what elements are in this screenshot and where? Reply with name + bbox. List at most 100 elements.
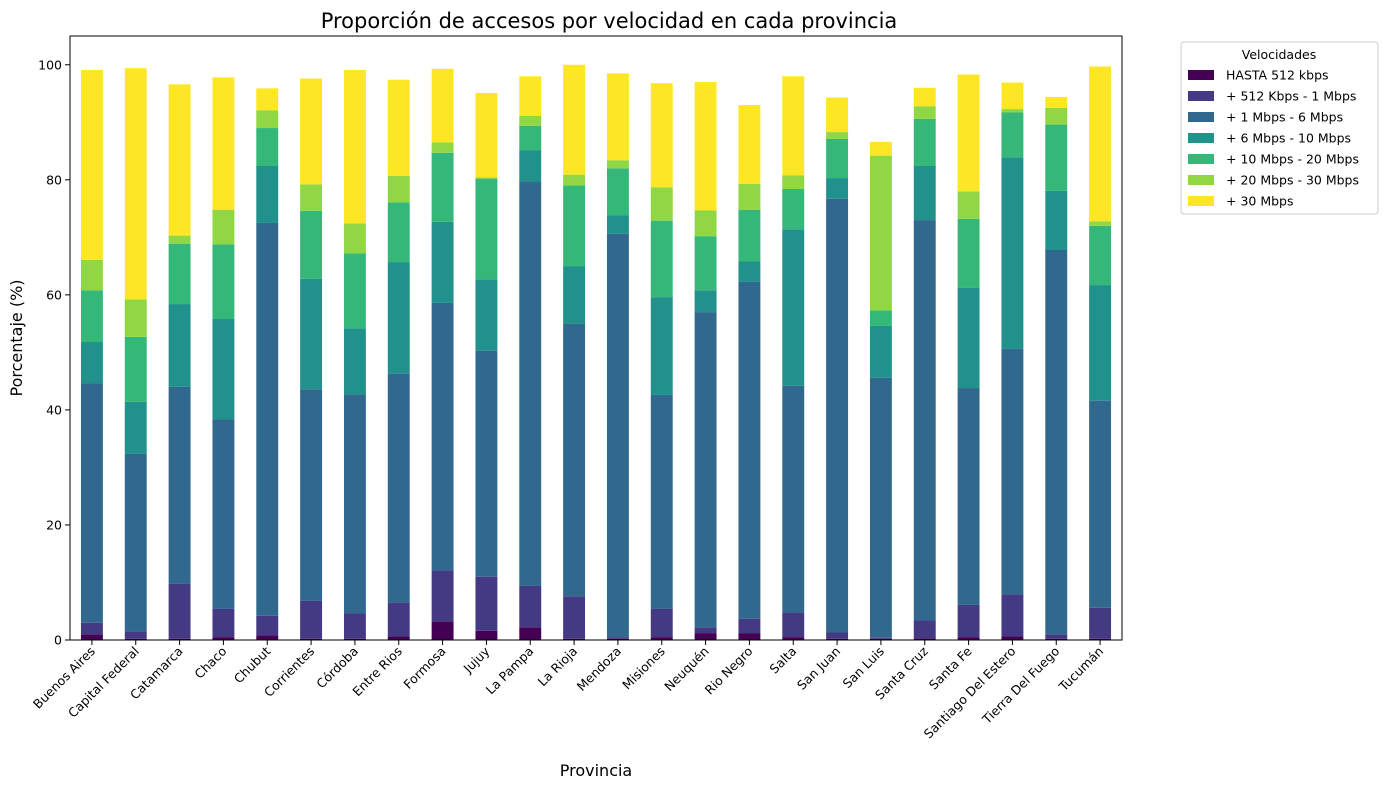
bar-segment: [1089, 638, 1112, 640]
bar-segment: [256, 166, 279, 223]
bar-segment: [606, 160, 629, 169]
bar-segment: [212, 209, 235, 245]
bar-segment: [563, 174, 586, 186]
legend-swatch: [1188, 91, 1214, 101]
bar-segment: [738, 209, 761, 262]
x-tick-label: Tucumán: [1055, 644, 1106, 695]
bar-segment: [913, 220, 936, 621]
bar-segment: [957, 218, 980, 288]
bar-segment: [475, 630, 498, 640]
bar-segment: [300, 389, 323, 601]
bar-segment: [782, 229, 805, 386]
bar-segment: [256, 88, 279, 111]
y-axis-label: Porcentaje (%): [7, 279, 26, 396]
bar-segment: [343, 328, 366, 395]
legend-title: Velocidades: [1242, 47, 1316, 62]
bar-segment: [1089, 66, 1112, 222]
bar-segment: [694, 627, 717, 634]
bar-segment: [124, 631, 147, 639]
bar-segment: [957, 604, 980, 638]
bar-segment: [168, 638, 191, 640]
bar-segment: [782, 385, 805, 613]
bar-segment: [782, 637, 805, 640]
bar-segment: [694, 312, 717, 628]
bar-segment: [1045, 634, 1068, 639]
bar-segment: [869, 325, 892, 378]
bar-segment: [80, 290, 103, 343]
bar-segment: [387, 175, 410, 203]
bar-segment: [869, 310, 892, 326]
bar-segment: [869, 377, 892, 638]
bar-segment: [431, 142, 454, 153]
bar-segment: [300, 210, 323, 279]
bar-segment: [869, 637, 892, 639]
bar-segment: [869, 141, 892, 156]
bar-segment: [519, 150, 542, 182]
bar-segment: [869, 638, 892, 640]
bar-segment: [300, 638, 323, 640]
bar-segment: [300, 78, 323, 185]
bar-segment: [606, 233, 629, 638]
chart-title: Proporción de accesos por velocidad en c…: [321, 9, 898, 33]
bar-segment: [519, 627, 542, 640]
bar-segment: [738, 105, 761, 184]
bar-segment: [168, 386, 191, 584]
bar-segment: [300, 184, 323, 211]
bar-segment: [475, 350, 498, 577]
bar-segment: [1001, 112, 1024, 158]
x-tick-label: Jujuy: [460, 643, 493, 676]
bar-segment: [913, 118, 936, 166]
bar-segment: [168, 235, 191, 244]
bar-segment: [563, 323, 586, 597]
bar-segment: [168, 583, 191, 639]
legend-swatch: [1188, 154, 1214, 164]
bar-segment: [563, 64, 586, 175]
bar-segment: [168, 304, 191, 387]
bar-segment: [387, 202, 410, 263]
bar-segment: [124, 336, 147, 402]
y-tick-label: 100: [38, 57, 62, 72]
bar-segment: [168, 84, 191, 236]
bar-segment: [826, 132, 849, 139]
bar-segment: [826, 178, 849, 199]
legend-swatch: [1188, 112, 1214, 122]
bar-segment: [1001, 157, 1024, 349]
bar-segment: [343, 69, 366, 224]
bar-segment: [694, 210, 717, 237]
bar-segment: [1045, 638, 1068, 640]
bar-segment: [606, 215, 629, 234]
bar-segment: [957, 191, 980, 219]
bar-segment: [343, 223, 366, 254]
bar-segment: [1045, 124, 1068, 191]
x-tick-label: Salta: [766, 644, 799, 677]
bar-segment: [782, 76, 805, 176]
bar-segment: [124, 638, 147, 640]
legend-label: + 512 Kbps - 1 Mbps: [1226, 89, 1356, 104]
bar-segment: [606, 637, 629, 639]
bar-segment: [563, 596, 586, 639]
bar-segment: [431, 221, 454, 303]
bar-segment: [124, 68, 147, 300]
bar-segment: [124, 299, 147, 337]
bar-segment: [431, 302, 454, 571]
x-tick-label: Tierra Del Fuego: [979, 644, 1063, 728]
bar-segment: [387, 79, 410, 176]
bar-segment: [650, 297, 673, 395]
y-tick-label: 40: [46, 402, 62, 417]
bar-segment: [519, 585, 542, 628]
bar-segment: [957, 287, 980, 389]
bar-segment: [913, 638, 936, 640]
bar-segment: [738, 281, 761, 619]
bar-segment: [256, 615, 279, 636]
legend-label: + 6 Mbps - 10 Mbps: [1226, 131, 1351, 146]
bar-segment: [1045, 249, 1068, 635]
bar-segment: [343, 253, 366, 329]
bar-segment: [124, 401, 147, 454]
bar-segment: [431, 68, 454, 143]
bar-segment: [80, 259, 103, 291]
bar-segment: [80, 69, 103, 260]
legend-label: HASTA 512 kbps: [1226, 68, 1329, 83]
bar-segment: [80, 622, 103, 635]
